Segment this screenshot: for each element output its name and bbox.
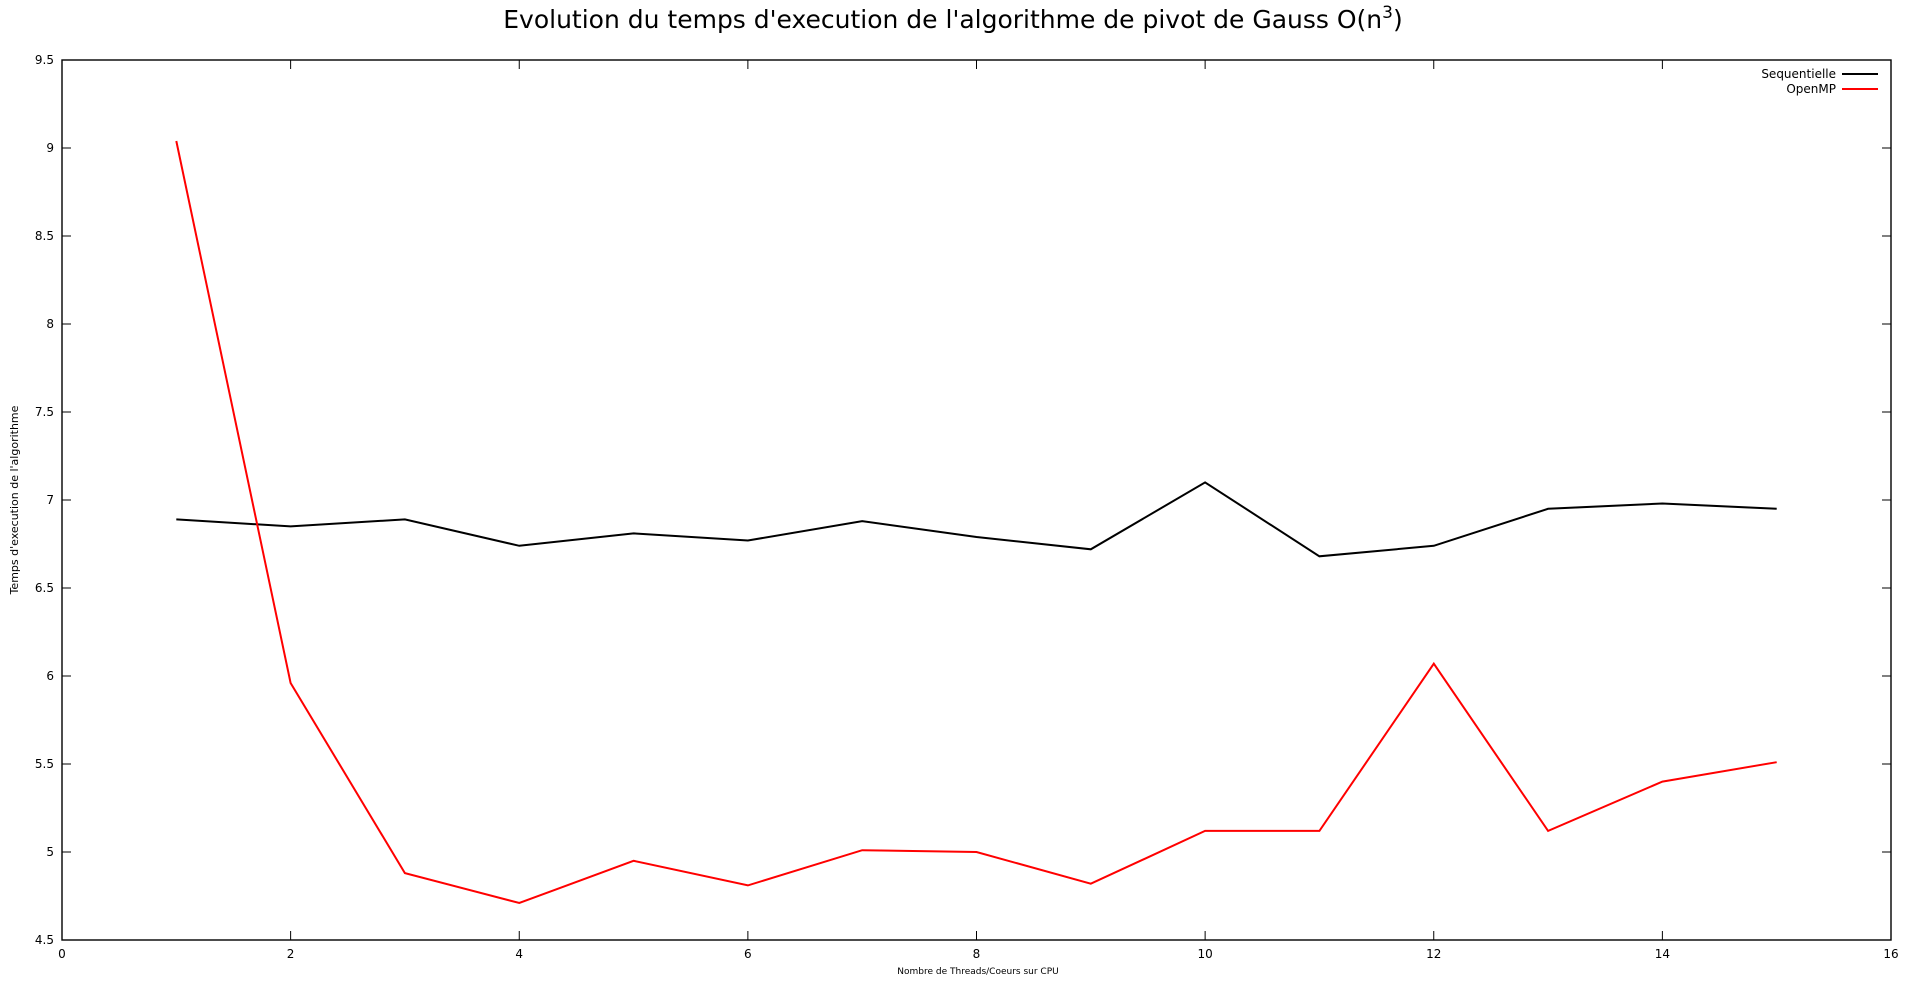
- y-tick-label: 6: [46, 669, 54, 683]
- chart-title-suffix: ): [1393, 5, 1403, 34]
- chart-title-superscript: 3: [1382, 3, 1393, 23]
- x-tick-label: 16: [1883, 947, 1898, 961]
- chart-title: Evolution du temps d'execution de l'algo…: [503, 3, 1403, 34]
- x-tick-label: 0: [58, 947, 66, 961]
- y-tick-label: 7.5: [35, 405, 54, 419]
- x-tick-label: 14: [1655, 947, 1670, 961]
- y-tick-label: 5.5: [35, 757, 54, 771]
- y-tick-label: 9.5: [35, 53, 54, 67]
- legend-label-openmp: OpenMP: [1786, 82, 1836, 96]
- legend-label-sequentielle: Sequentielle: [1761, 67, 1836, 81]
- series-line-openmp: [175, 140, 1777, 905]
- x-tick-label: 2: [287, 947, 295, 961]
- y-tick-label: 9: [46, 141, 54, 155]
- x-tick-label: 12: [1426, 947, 1441, 961]
- series-lines: [175, 140, 1777, 905]
- axis-ticks: [61, 59, 1892, 941]
- x-axis-label: Nombre de Threads/Coeurs sur CPU: [897, 967, 1058, 977]
- y-tick-label: 4.5: [35, 933, 54, 947]
- x-tick-label: 6: [744, 947, 752, 961]
- series-line-sequentielle: [176, 481, 1777, 558]
- y-tick-label: 7: [46, 493, 54, 507]
- y-tick-label: 8: [46, 317, 54, 331]
- x-tick-label: 10: [1197, 947, 1212, 961]
- plot-frame: [61, 59, 1892, 941]
- x-tick-label: 4: [515, 947, 523, 961]
- y-tick-label: 6.5: [35, 581, 54, 595]
- tick-labels: 0 2 4 6 8 10 12 14 16 4.5 5 5.5 6 6.5 7 7.5 8 8.5 9 9.5: [35, 53, 1899, 961]
- y-axis-label: Temps d'execution de l'algorithme: [8, 405, 21, 595]
- x-tick-label: 8: [973, 947, 981, 961]
- y-tick-label: 5: [46, 845, 54, 859]
- y-tick-label: 8.5: [35, 229, 54, 243]
